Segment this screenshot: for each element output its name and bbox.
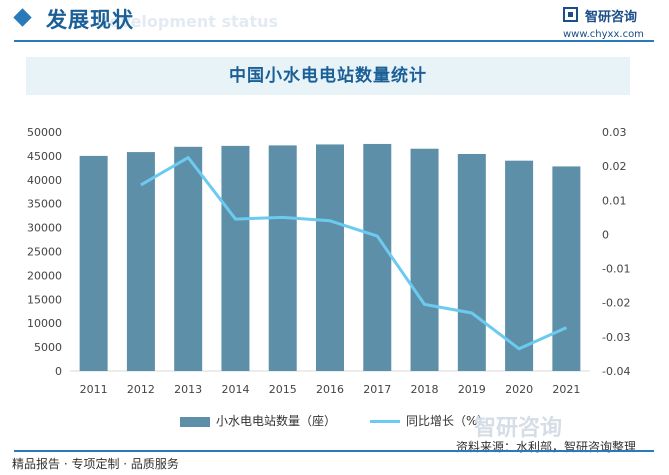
section-title-en: Development status	[96, 12, 279, 31]
x-tick-label: 2018	[411, 383, 439, 396]
brand-name: 智研咨询	[585, 10, 638, 25]
brand-logo-icon	[563, 7, 578, 22]
y-right-tick-label: -0.04	[602, 365, 630, 378]
y-left-tick-label: 15000	[27, 293, 62, 306]
footer-slogan: 精品报告 · 专项定制 · 品质服务	[12, 457, 179, 471]
header: Development status 发展现状 智研咨询 www.chyxx.c…	[0, 0, 669, 44]
x-tick-label: 2014	[221, 383, 249, 396]
bars	[79, 143, 581, 371]
x-tick-label: 2012	[127, 383, 155, 396]
chart-title: 中国小水电电站数量统计	[229, 66, 427, 86]
y-left-tick-label: 30000	[27, 222, 62, 235]
y-left-tick-label: 25000	[27, 246, 62, 259]
bar-2018	[410, 148, 439, 371]
x-tick-label: 2020	[505, 383, 533, 396]
bar-2021	[552, 166, 581, 371]
bar-2019	[457, 153, 486, 371]
y-left-tick-label: 50000	[27, 126, 62, 139]
brand: 智研咨询 www.chyxx.com	[563, 7, 663, 40]
x-tick-label: 2011	[80, 383, 108, 396]
x-tick-label: 2013	[174, 383, 202, 396]
bar-2017	[363, 143, 392, 371]
growth-line-path	[140, 156, 568, 351]
y-left-tick-label: 45000	[27, 150, 62, 163]
legend-label-line: 同比增长（%）	[406, 414, 490, 428]
header-rule	[14, 40, 654, 42]
y-left-tick-label: 40000	[27, 174, 62, 187]
y-left-tick-label: 20000	[27, 269, 62, 282]
x-tick-label: 2021	[552, 383, 580, 396]
x-tick-label: 2019	[458, 383, 486, 396]
bar-2011	[79, 155, 108, 371]
x-tick-label: 2016	[316, 383, 344, 396]
y-right-tick-label: 0.03	[602, 126, 627, 139]
y-right-tick-label: 0.02	[602, 160, 627, 173]
source-note: 资料来源：水利部，智研咨询整理	[456, 440, 637, 454]
bar-2012	[126, 152, 155, 371]
y-right-tick-label: -0.01	[602, 263, 630, 276]
bar-2020	[505, 160, 534, 371]
y-left-tick-label: 5000	[34, 341, 62, 354]
y-left-tick-label: 35000	[27, 198, 62, 211]
section-title: 发展现状	[46, 8, 134, 32]
x-tick-label: 2017	[363, 383, 391, 396]
y-right-tick-label: 0	[602, 228, 609, 241]
legend-item-bars: 小水电电站数量（座）	[180, 412, 336, 429]
legend-line-swatch	[370, 420, 400, 423]
y-axis-right: -0.04 -0.03 -0.02 -0.01 0 0.01 0.02 0.03	[602, 126, 630, 378]
y-right-tick-label: 0.01	[602, 194, 627, 207]
legend: 小水电电站数量（座） 同比增长（%）	[180, 412, 520, 428]
brand-url: www.chyxx.com	[563, 29, 644, 40]
x-tick-label: 2015	[269, 383, 297, 396]
bar-2014	[221, 145, 250, 371]
y-left-tick-label: 0	[55, 365, 62, 378]
footer-rule	[14, 450, 654, 452]
y-right-tick-label: -0.03	[602, 331, 630, 344]
chart-title-band: 中国小水电电站数量统计	[26, 57, 630, 95]
legend-bar-swatch	[180, 416, 210, 427]
watermark-logo: 智研咨询	[474, 416, 563, 441]
y-axis-left: 0 5000 10000 15000 20000 25000 30000 35000 40000…	[27, 126, 62, 378]
legend-item-line: 同比增长（%）	[370, 412, 489, 429]
y-left-tick-label: 10000	[27, 317, 62, 330]
bar-2015	[268, 145, 297, 371]
bar-2016	[316, 144, 344, 371]
growth-line	[140, 156, 568, 351]
y-right-tick-label: -0.02	[602, 297, 630, 310]
x-axis: 2011 2012 2013 2014 2015 2016 2017 2018 2019 2020…	[80, 383, 581, 396]
bar-2013	[174, 146, 203, 371]
legend-label-bars: 小水电电站数量（座）	[216, 414, 337, 428]
